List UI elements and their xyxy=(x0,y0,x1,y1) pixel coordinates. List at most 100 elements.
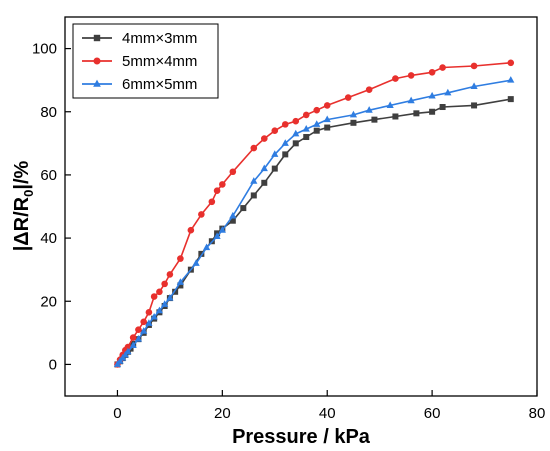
data-point-triangle xyxy=(323,115,331,123)
data-point-circle xyxy=(260,135,268,142)
data-point-square xyxy=(439,104,446,111)
data-point-circle xyxy=(161,280,168,288)
legend: 4mm×3mm 5mm×4mm 6mm×5mm xyxy=(72,23,219,99)
data-point-circle xyxy=(187,226,195,234)
data-point-triangle xyxy=(470,82,478,90)
data-point-circle xyxy=(208,198,216,206)
data-point-triangle xyxy=(176,278,184,285)
axis-ticks xyxy=(65,47,538,396)
data-point-circle xyxy=(145,309,153,316)
data-point-triangle xyxy=(507,76,515,83)
data-point-circle xyxy=(129,334,137,341)
data-point-square xyxy=(429,108,436,115)
data-point-circle xyxy=(428,68,436,76)
data-point-square xyxy=(261,179,268,186)
data-point-triangle xyxy=(129,341,137,348)
data-point-triangle xyxy=(166,293,174,301)
x-tick-label: 80 xyxy=(529,405,546,422)
y-axis-title-suffix: |/% xyxy=(11,160,33,189)
x-tick-label: 20 xyxy=(214,405,231,422)
data-point-circle xyxy=(250,144,258,152)
data-point-triangle xyxy=(349,110,358,118)
data-point-circle xyxy=(470,62,478,70)
data-point-circle xyxy=(365,86,373,93)
data-point-circle xyxy=(302,111,310,119)
legend-label: 4mm×3mm xyxy=(122,30,197,47)
series-line xyxy=(116,79,511,365)
data-point-triangle xyxy=(93,79,101,87)
data-point-circle xyxy=(166,271,174,278)
data-point-triangle xyxy=(271,150,279,157)
data-point-triangle xyxy=(134,335,143,342)
data-point-circle xyxy=(198,211,205,218)
y-tick-label: 20 xyxy=(40,293,57,310)
tick-labels: 0 20 40 60 80 0 20 40 60 80 100 xyxy=(32,41,545,422)
series-1 xyxy=(114,96,514,368)
legend-item: 6mm×5mm xyxy=(82,76,197,93)
plot-frame xyxy=(64,16,538,397)
data-point-triangle xyxy=(386,101,394,108)
data-point-square xyxy=(282,151,289,158)
legend-entries: 4mm×3mm 5mm×4mm 6mm×5mm xyxy=(82,30,197,93)
data-point-triangle xyxy=(140,327,148,334)
y-axis-title-subscript: 0 xyxy=(21,190,36,197)
data-point-circle xyxy=(292,117,300,125)
data-point-triangle xyxy=(444,88,452,96)
data-point-triangle xyxy=(192,259,200,266)
data-point-square xyxy=(240,205,247,212)
legend-label: 5mm×4mm xyxy=(122,53,197,70)
data-point-square xyxy=(507,96,514,103)
data-point-triangle xyxy=(407,96,415,104)
data-point-triangle xyxy=(124,347,132,355)
x-axis-title: Pressure / kPa xyxy=(232,426,371,448)
data-point-triangle xyxy=(213,232,221,240)
data-point-square xyxy=(350,119,357,126)
series-line xyxy=(116,98,511,365)
data-point-square xyxy=(271,165,278,172)
legend-label: 6mm×5mm xyxy=(122,76,197,93)
data-point-circle xyxy=(323,102,331,109)
x-tick-label: 0 xyxy=(113,405,121,422)
data-point-square xyxy=(93,34,101,42)
data-point-circle xyxy=(140,318,147,326)
data-point-square xyxy=(292,140,299,147)
series-layer xyxy=(113,59,515,368)
data-point-square xyxy=(229,217,236,224)
data-point-square xyxy=(303,134,310,141)
legend-item: 4mm×3mm xyxy=(82,30,197,47)
data-point-circle xyxy=(507,59,515,67)
data-point-triangle xyxy=(302,125,310,132)
data-point-square xyxy=(371,116,378,123)
data-point-square xyxy=(177,282,184,289)
y-tick-label: 80 xyxy=(40,104,57,121)
data-point-circle xyxy=(313,106,321,114)
data-point-circle xyxy=(177,255,184,262)
data-point-triangle xyxy=(161,300,169,307)
data-point-triangle xyxy=(260,164,268,172)
series-3 xyxy=(113,76,515,367)
data-point-square xyxy=(172,288,179,295)
data-point-square xyxy=(313,127,320,134)
y-tick-label: 40 xyxy=(40,230,57,247)
data-point-circle xyxy=(93,57,101,65)
data-point-triangle xyxy=(145,319,153,326)
data-point-triangle xyxy=(365,106,373,113)
data-point-circle xyxy=(439,64,446,71)
data-point-circle xyxy=(392,75,399,82)
data-point-square xyxy=(471,102,478,109)
data-point-square xyxy=(324,124,331,131)
data-point-triangle xyxy=(203,243,211,251)
y-axis-title-main: |ΔR/R xyxy=(11,196,33,251)
data-point-square xyxy=(198,250,205,257)
y-axis-title: |ΔR/R0|/% xyxy=(11,160,36,251)
data-point-triangle xyxy=(155,306,163,314)
data-point-triangle xyxy=(229,211,237,219)
data-point-triangle xyxy=(292,129,300,137)
x-tick-label: 40 xyxy=(319,405,336,422)
data-point-circle xyxy=(219,181,226,188)
data-point-triangle xyxy=(281,139,289,146)
data-point-square xyxy=(392,113,399,120)
data-point-circle xyxy=(344,94,352,101)
data-point-triangle xyxy=(250,177,258,184)
